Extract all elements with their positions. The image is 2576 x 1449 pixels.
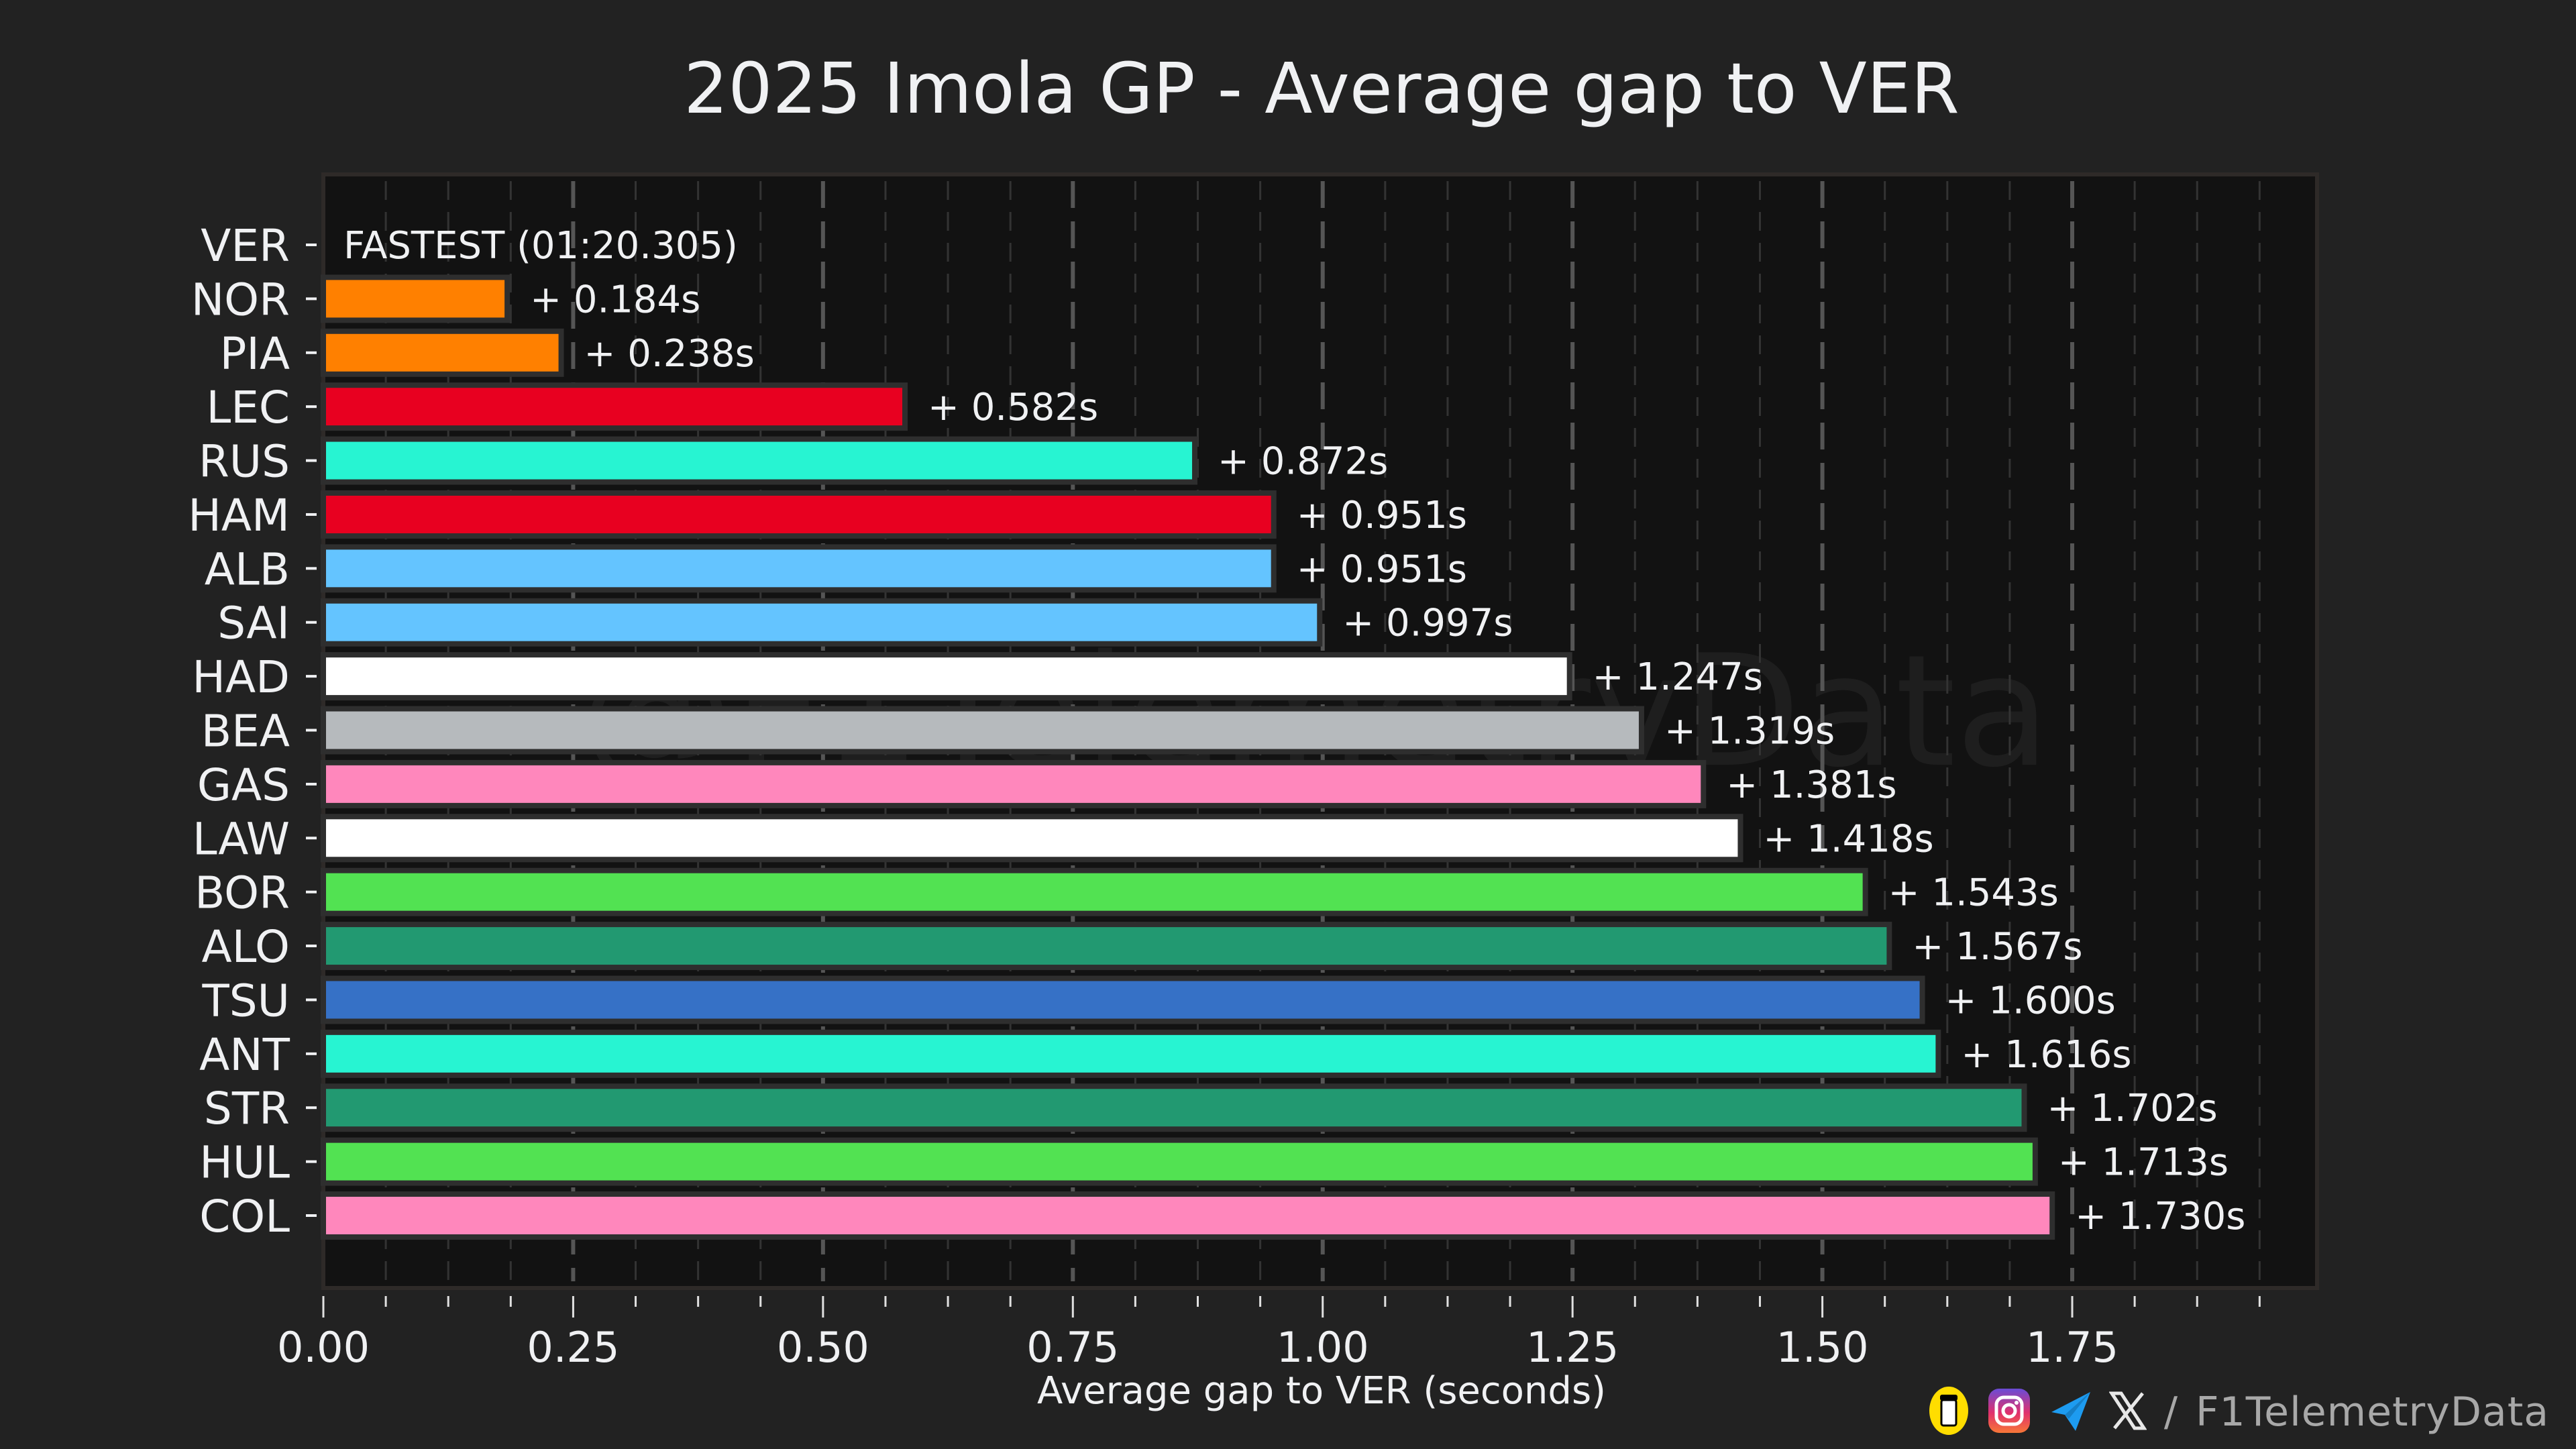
bar-ham [321, 490, 1277, 539]
data-label-col: + 1.730s [2075, 1195, 2245, 1238]
x-axis-label: Average gap to VER (seconds) [1037, 1369, 1606, 1413]
x-tick-label: 0.50 [777, 1323, 869, 1372]
data-label-alb: + 0.951s [1297, 547, 1467, 591]
data-label-tsu: + 1.600s [1945, 979, 2116, 1022]
y-tick-label-alo: ALO [201, 921, 290, 973]
x-tick-label: 0.00 [277, 1323, 370, 1372]
bar-law [321, 814, 1743, 863]
x-tick-label: 0.25 [527, 1323, 619, 1372]
y-tick-label-hul: HUL [199, 1137, 290, 1189]
x-tick-label: 1.50 [1776, 1323, 1869, 1372]
y-tick-label-gas: GAS [197, 759, 290, 811]
x-tick-label: 1.25 [1526, 1323, 1619, 1372]
y-tick-label-had: HAD [192, 651, 290, 703]
footer: / F1TelemetryData [1928, 1382, 2549, 1442]
y-tick-label-bor: BOR [195, 867, 290, 919]
instagram-icon[interactable] [1987, 1387, 2031, 1437]
bar-pia [321, 328, 564, 377]
data-label-bea: + 1.319s [1664, 710, 1835, 753]
bar-lec [321, 382, 908, 431]
bar-col [321, 1191, 2055, 1240]
bars [321, 274, 2055, 1240]
buymeacoffee-icon[interactable] [1928, 1385, 1970, 1439]
x-tick-label: 1.00 [1277, 1323, 1369, 1372]
x-tick-label: 0.75 [1026, 1323, 1119, 1372]
data-label-ham: + 0.951s [1297, 494, 1467, 537]
bar-nor [321, 274, 511, 323]
data-labels: FASTEST (01:20.305) + 0.184s + 0.238s + 0.5… [343, 224, 2245, 1238]
bar-alo [321, 922, 1892, 971]
data-label-sai: + 0.997s [1342, 602, 1513, 645]
data-label-bor: + 1.543s [1888, 871, 2059, 915]
y-tick-label-sai: SAI [217, 598, 290, 649]
y-tick-label-rus: RUS [199, 436, 290, 488]
bar-had [321, 652, 1572, 701]
bar-bea [321, 706, 1644, 755]
footer-handle[interactable]: F1TelemetryData [2196, 1389, 2549, 1436]
data-label-nor: + 0.184s [530, 278, 700, 321]
x-icon[interactable] [2108, 1391, 2147, 1434]
y-tick-label-nor: NOR [191, 274, 290, 325]
y-tick-label-ver: VER [201, 220, 290, 272]
data-label-pia: + 0.238s [584, 332, 755, 376]
y-axis-labels: VERNORPIALECRUSHAMALBSAIHADBEAGASLAWBORA… [188, 220, 317, 1242]
data-label-gas: + 1.381s [1726, 763, 1896, 807]
chart-title: 2025 Imola GP - Average gap to VER [684, 48, 1960, 129]
data-label-ver: FASTEST (01:20.305) [343, 224, 738, 268]
y-tick-label-str: STR [204, 1083, 290, 1134]
y-tick-label-alb: ALB [205, 543, 290, 595]
x-axis-ticks: 0.00 0.25 0.50 0.75 1.00 1.25 1.50 1.75 [277, 1296, 2261, 1372]
y-tick-label-law: LAW [193, 813, 290, 865]
y-tick-label-lec: LEC [206, 382, 290, 433]
data-label-ant: + 1.616s [1961, 1033, 2131, 1077]
footer-separator: / [2163, 1389, 2179, 1436]
bar-bor [321, 867, 1868, 916]
bar-str [321, 1083, 2027, 1132]
data-label-str: + 1.702s [2047, 1087, 2218, 1130]
y-tick-label-ham: HAM [188, 490, 290, 541]
bar-tsu [321, 975, 1925, 1024]
data-label-lec: + 0.582s [928, 386, 1098, 429]
bar-rus [321, 436, 1198, 485]
telegram-icon[interactable] [2049, 1389, 2092, 1435]
data-label-law: + 1.418s [1763, 817, 1933, 861]
x-tick-label: 1.75 [2026, 1323, 2118, 1372]
bar-gas [321, 759, 1707, 808]
data-label-hul: + 1.713s [2058, 1141, 2229, 1185]
bar-alb [321, 544, 1277, 593]
bar-sai [321, 598, 1323, 647]
y-tick-label-bea: BEA [201, 706, 290, 757]
bar-hul [321, 1137, 2038, 1186]
y-tick-label-col: COL [199, 1191, 290, 1242]
y-tick-label-tsu: TSU [201, 975, 290, 1026]
bar-ant [321, 1029, 1941, 1078]
y-tick-label-pia: PIA [220, 328, 290, 380]
data-label-alo: + 1.567s [1912, 925, 2082, 969]
data-label-had: + 1.247s [1593, 655, 1763, 699]
data-label-rus: + 0.872s [1218, 440, 1388, 484]
y-tick-label-ant: ANT [199, 1029, 290, 1081]
